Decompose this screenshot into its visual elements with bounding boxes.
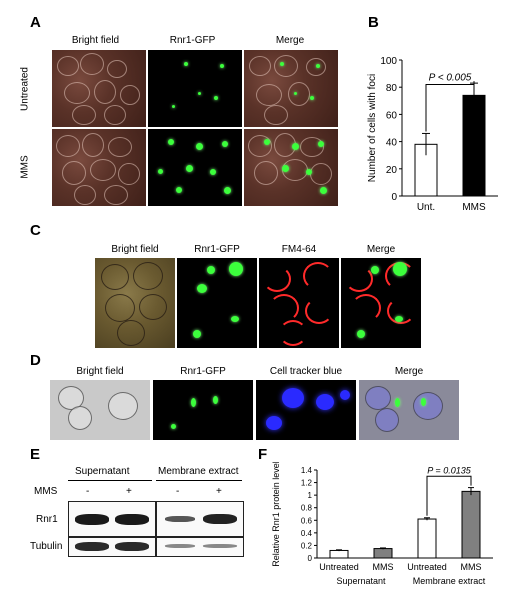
- mms-sign-4: +: [216, 486, 222, 497]
- panel-label-e: E: [30, 446, 41, 463]
- group-label-supernatant: Supernatant: [75, 466, 130, 477]
- blot-membrane-tubulin: [156, 537, 244, 557]
- mms-sign-3: -: [176, 486, 180, 497]
- chart-b-significance-bracket: [425, 81, 475, 132]
- row-label-mms: MMS: [19, 154, 31, 179]
- chart-f-significance-bracket: [426, 475, 472, 516]
- col-header-bright-field: Bright field: [71, 35, 120, 46]
- chart-b-y-tick-label: 20: [386, 165, 398, 176]
- micrograph-c-gfp: [177, 258, 257, 348]
- chart-b-x-tick-label: Unt.: [417, 202, 435, 213]
- col-header-c-rnr1-gfp: Rnr1-GFP: [194, 244, 240, 255]
- col-header-c-merge: Merge: [366, 244, 396, 255]
- chart-f-x-tick-label: MMS: [461, 562, 482, 572]
- col-header-d-cell-tracker-blue: Cell tracker blue: [269, 366, 343, 377]
- micrograph-d-bright-field: [50, 380, 150, 440]
- micrograph-a-untreated-bright-field: [52, 50, 146, 127]
- col-header-d-merge: Merge: [394, 366, 424, 377]
- micrograph-a-untreated-merge: [244, 50, 338, 127]
- panel-label-a: A: [30, 14, 41, 31]
- micrograph-d-merge: [359, 380, 459, 440]
- chart-b-pvalue: P < 0.005: [429, 72, 472, 83]
- chart-b-y-tick-label: 80: [386, 83, 398, 94]
- blot-membrane-rnr1: [156, 501, 244, 537]
- chart-b-y-tick-label: 100: [380, 56, 397, 67]
- chart-f-y-tick-label: 1.4: [301, 466, 313, 475]
- micrograph-a-mms-merge: [244, 129, 338, 206]
- group-underline-supernatant: [68, 480, 152, 481]
- chart-f-bar: [373, 548, 393, 559]
- panel-label-c: C: [30, 222, 41, 239]
- panel-label-b: B: [368, 14, 379, 31]
- col-header-d-bright-field: Bright field: [76, 366, 124, 377]
- chart-f-pvalue: P = 0.0135: [427, 465, 471, 475]
- chart-f-bar: [461, 490, 481, 559]
- mms-sign-1: -: [86, 486, 90, 497]
- chart-f-group-label: Supernatant: [336, 576, 386, 586]
- chart-f-bar: [329, 549, 349, 559]
- panel-label-d: D: [30, 352, 41, 369]
- micrograph-a-mms-bright-field: [52, 129, 146, 206]
- micrograph-a-mms-gfp: [148, 129, 242, 206]
- chart-f-y-tick-label: 0.8: [301, 504, 313, 513]
- chart-f-y-tick-label: 1.2: [301, 479, 313, 488]
- group-underline-membrane-extract: [156, 480, 242, 481]
- chart-f-x-tick-label: MMS: [373, 562, 394, 572]
- chart-f-x-tick-label: Untreated: [407, 562, 447, 572]
- micrograph-d-cell-tracker-blue: [256, 380, 356, 440]
- panel-label-f: F: [258, 446, 268, 463]
- mms-row-label: MMS: [34, 486, 58, 497]
- chart-f-y-tick-label: 0: [308, 554, 313, 563]
- chart-b-y-tick-label: 40: [386, 138, 398, 149]
- chart-b-x-tick-label: MMS: [462, 202, 486, 213]
- chart-f-x-tick-label: Untreated: [319, 562, 359, 572]
- blot-row-label-tubulin: Tubulin: [30, 541, 63, 552]
- chart-f-y-tick-label: 0.2: [301, 541, 313, 550]
- chart-b-bar: [462, 94, 486, 197]
- chart-b-y-tick-label: 0: [391, 192, 397, 203]
- chart-f-bar: [417, 518, 437, 559]
- chart-b-y-tick-label: 60: [386, 110, 398, 121]
- micrograph-a-untreated-gfp: [148, 50, 242, 127]
- col-header-d-rnr1-gfp: Rnr1-GFP: [180, 366, 226, 377]
- chart-f-y-axis-label: Relative Rnr1 protein level: [271, 462, 281, 567]
- blot-row-label-rnr1: Rnr1: [36, 514, 58, 525]
- group-label-membrane-extract: Membrane extract: [158, 466, 239, 477]
- micrograph-c-merge: [341, 258, 421, 348]
- blot-supernatant-tubulin: [68, 537, 156, 557]
- micrograph-c-bright-field: [95, 258, 175, 348]
- micrograph-d-gfp: [153, 380, 253, 440]
- chart-f-y-tick-label: 0.6: [301, 516, 313, 525]
- col-header-rnr1-gfp: Rnr1-GFP: [169, 35, 216, 46]
- blot-supernatant-rnr1: [68, 501, 156, 537]
- chart-f-y-tick-label: 1: [308, 491, 313, 500]
- mms-sign-2: +: [126, 486, 132, 497]
- chart-f-y-tick-label: 0.4: [301, 529, 313, 538]
- col-header-merge: Merge: [275, 35, 305, 46]
- chart-f: 0 0.2 0.4 0.6 0.8 1 1.2 1.4 Relative Rnr1 protei…: [271, 462, 493, 586]
- micrograph-c-fm4-64: [259, 258, 339, 348]
- chart-b-y-axis-label: Number of cells with foci: [367, 74, 378, 182]
- col-header-c-bright-field: Bright field: [111, 244, 159, 255]
- row-label-untreated: Untreated: [19, 66, 31, 111]
- chart-f-group-label: Membrane extract: [413, 576, 486, 586]
- col-header-c-fm4-64: FM4-64: [281, 244, 317, 255]
